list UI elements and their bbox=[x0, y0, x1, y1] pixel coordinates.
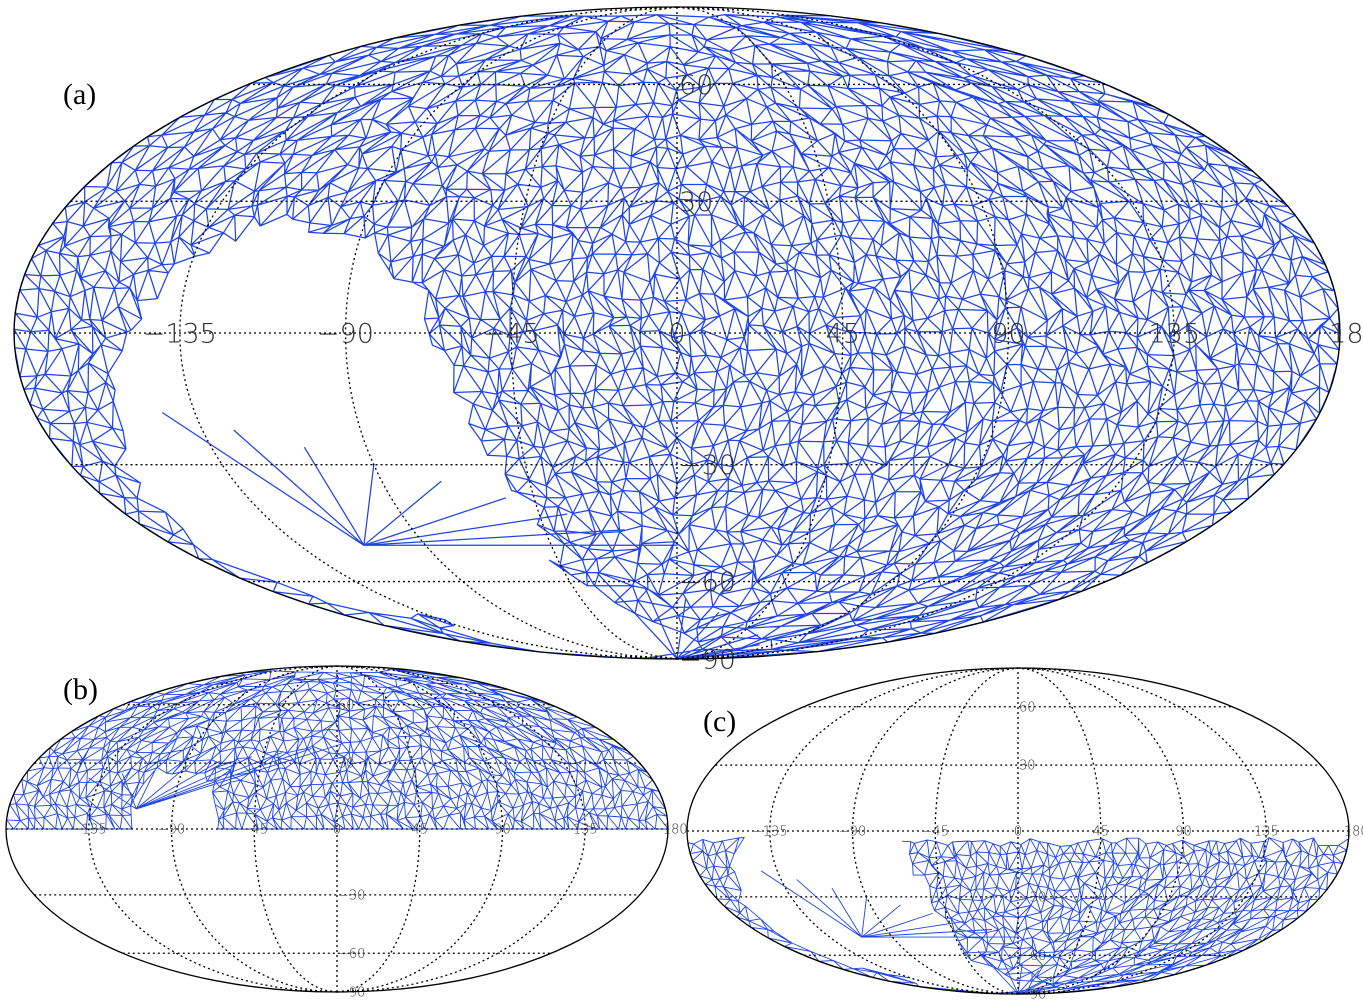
panel-c-label: (c) bbox=[703, 705, 736, 738]
panel-a-lon-label: 0 bbox=[668, 318, 685, 349]
panel-c-lon-label: −135 bbox=[752, 825, 788, 840]
panel-b-lon-label: 0 bbox=[333, 823, 341, 838]
panel-b-lat-label: −30 bbox=[338, 888, 365, 903]
panel-a-lon-label: −135 bbox=[143, 318, 217, 349]
panel-a-lon-label: 180 bbox=[1329, 318, 1363, 349]
panel-c-lat-label: −90 bbox=[1019, 988, 1046, 1003]
panel-c-mesh-edges bbox=[687, 837, 1350, 995]
panel-c-lon-label: 90 bbox=[1175, 825, 1192, 840]
panel-a-lon-label: 90 bbox=[991, 318, 1025, 349]
panel-b-mesh-edges bbox=[5, 668, 669, 830]
panel-a-lat-label: 30 bbox=[679, 187, 713, 218]
panel-c-lon-label: −90 bbox=[839, 825, 866, 840]
panel-c-map-outline bbox=[686, 667, 1350, 995]
panel-a-lat-label: 60 bbox=[679, 70, 713, 101]
panel-a-lat-label: −60 bbox=[679, 567, 736, 598]
panel-b-map-outline bbox=[5, 665, 669, 993]
panel-a-lon-label: −90 bbox=[317, 318, 374, 349]
panel-a-full-sky-map: 60 30 −30 −60 −90 −135 −90 −45 0 45 90 135 180 (a) bbox=[13, 6, 1363, 676]
panel-c-lat-label: −60 bbox=[1019, 949, 1046, 964]
panel-b-lon-label: 90 bbox=[494, 823, 511, 838]
panel-b-meridian bbox=[336, 665, 504, 993]
panel-c-lat-label: −30 bbox=[1019, 890, 1046, 905]
panel-c-meridian bbox=[1017, 667, 1185, 995]
panel-c-lon-label: 0 bbox=[1014, 825, 1022, 840]
panel-a-longitude-labels: −135 −90 −45 0 45 90 135 180 bbox=[143, 318, 1363, 349]
panel-b-lat-label: 30 bbox=[338, 757, 355, 772]
panel-b-lat-label: 60 bbox=[338, 698, 355, 713]
panel-b-lon-label: 180 bbox=[663, 823, 688, 838]
panel-c-lat-label: 30 bbox=[1019, 759, 1036, 774]
panel-a-map-outline bbox=[13, 6, 1341, 660]
panel-b-label: (b) bbox=[63, 673, 98, 706]
panel-c-meridian bbox=[1017, 667, 1267, 995]
panel-b-meridian bbox=[88, 665, 338, 993]
panel-c-latitude-labels: 60 30 −30 −60 −90 bbox=[1019, 700, 1046, 1002]
panel-b-northern-hemisphere-map: 60 30 −30 −60 −90 −135 −90 −45 0 45 90 135 180 (b) bbox=[5, 665, 688, 1001]
panel-c-triangle-mesh bbox=[687, 837, 1350, 995]
panel-a-lon-label: 45 bbox=[826, 318, 860, 349]
panel-a-latitude-labels: 60 30 −30 −60 −90 bbox=[679, 70, 736, 676]
panel-c-southern-hemisphere-map: 60 30 −30 −60 −90 −135 −90 −45 0 45 90 135 180 (c) bbox=[686, 667, 1363, 1003]
panel-c-meridian bbox=[851, 667, 1019, 995]
panel-a-meridian bbox=[344, 6, 678, 660]
panel-a-label: (a) bbox=[63, 78, 96, 111]
panel-b-meridian bbox=[170, 665, 338, 993]
panel-c-lon-label: 135 bbox=[1254, 825, 1279, 840]
panel-b-meridian bbox=[336, 665, 586, 993]
panel-b-lon-label: −90 bbox=[158, 823, 185, 838]
panel-a-lon-label: −45 bbox=[483, 318, 540, 349]
panel-b-triangle-mesh bbox=[5, 668, 669, 830]
panel-c-meridian bbox=[769, 667, 1019, 995]
panel-c-graticule bbox=[687, 667, 1349, 995]
panel-b-lon-label: 45 bbox=[411, 823, 428, 838]
panel-b-lat-label: −90 bbox=[338, 986, 365, 1001]
panel-a-meridian bbox=[676, 6, 1010, 660]
panel-b-lon-label: −45 bbox=[241, 823, 268, 838]
panel-b-lon-label: −135 bbox=[71, 823, 107, 838]
panel-b-longitude-labels: −135 −90 −45 0 45 90 135 180 bbox=[71, 823, 688, 838]
panel-c-lat-label: 60 bbox=[1019, 700, 1036, 715]
panel-c-lon-label: 180 bbox=[1344, 825, 1363, 840]
panel-a-meridian bbox=[676, 6, 844, 660]
panel-c-lon-label: 45 bbox=[1092, 825, 1109, 840]
panel-a-lat-label: −90 bbox=[679, 644, 736, 675]
panel-b-lat-label: −60 bbox=[338, 947, 365, 962]
panel-a-lat-label: −30 bbox=[679, 450, 736, 481]
panel-b-latitude-labels: 60 30 −30 −60 −90 bbox=[338, 698, 365, 1000]
panel-b-graticule bbox=[6, 665, 668, 993]
panel-c-lon-label: −45 bbox=[922, 825, 949, 840]
panel-a-graticule bbox=[14, 6, 1340, 660]
panel-c-longitude-labels: −135 −90 −45 0 45 90 135 180 bbox=[752, 825, 1363, 840]
panel-a-meridian bbox=[510, 6, 678, 660]
panel-b-lon-label: 135 bbox=[573, 823, 598, 838]
panel-a-lon-label: 135 bbox=[1148, 318, 1200, 349]
